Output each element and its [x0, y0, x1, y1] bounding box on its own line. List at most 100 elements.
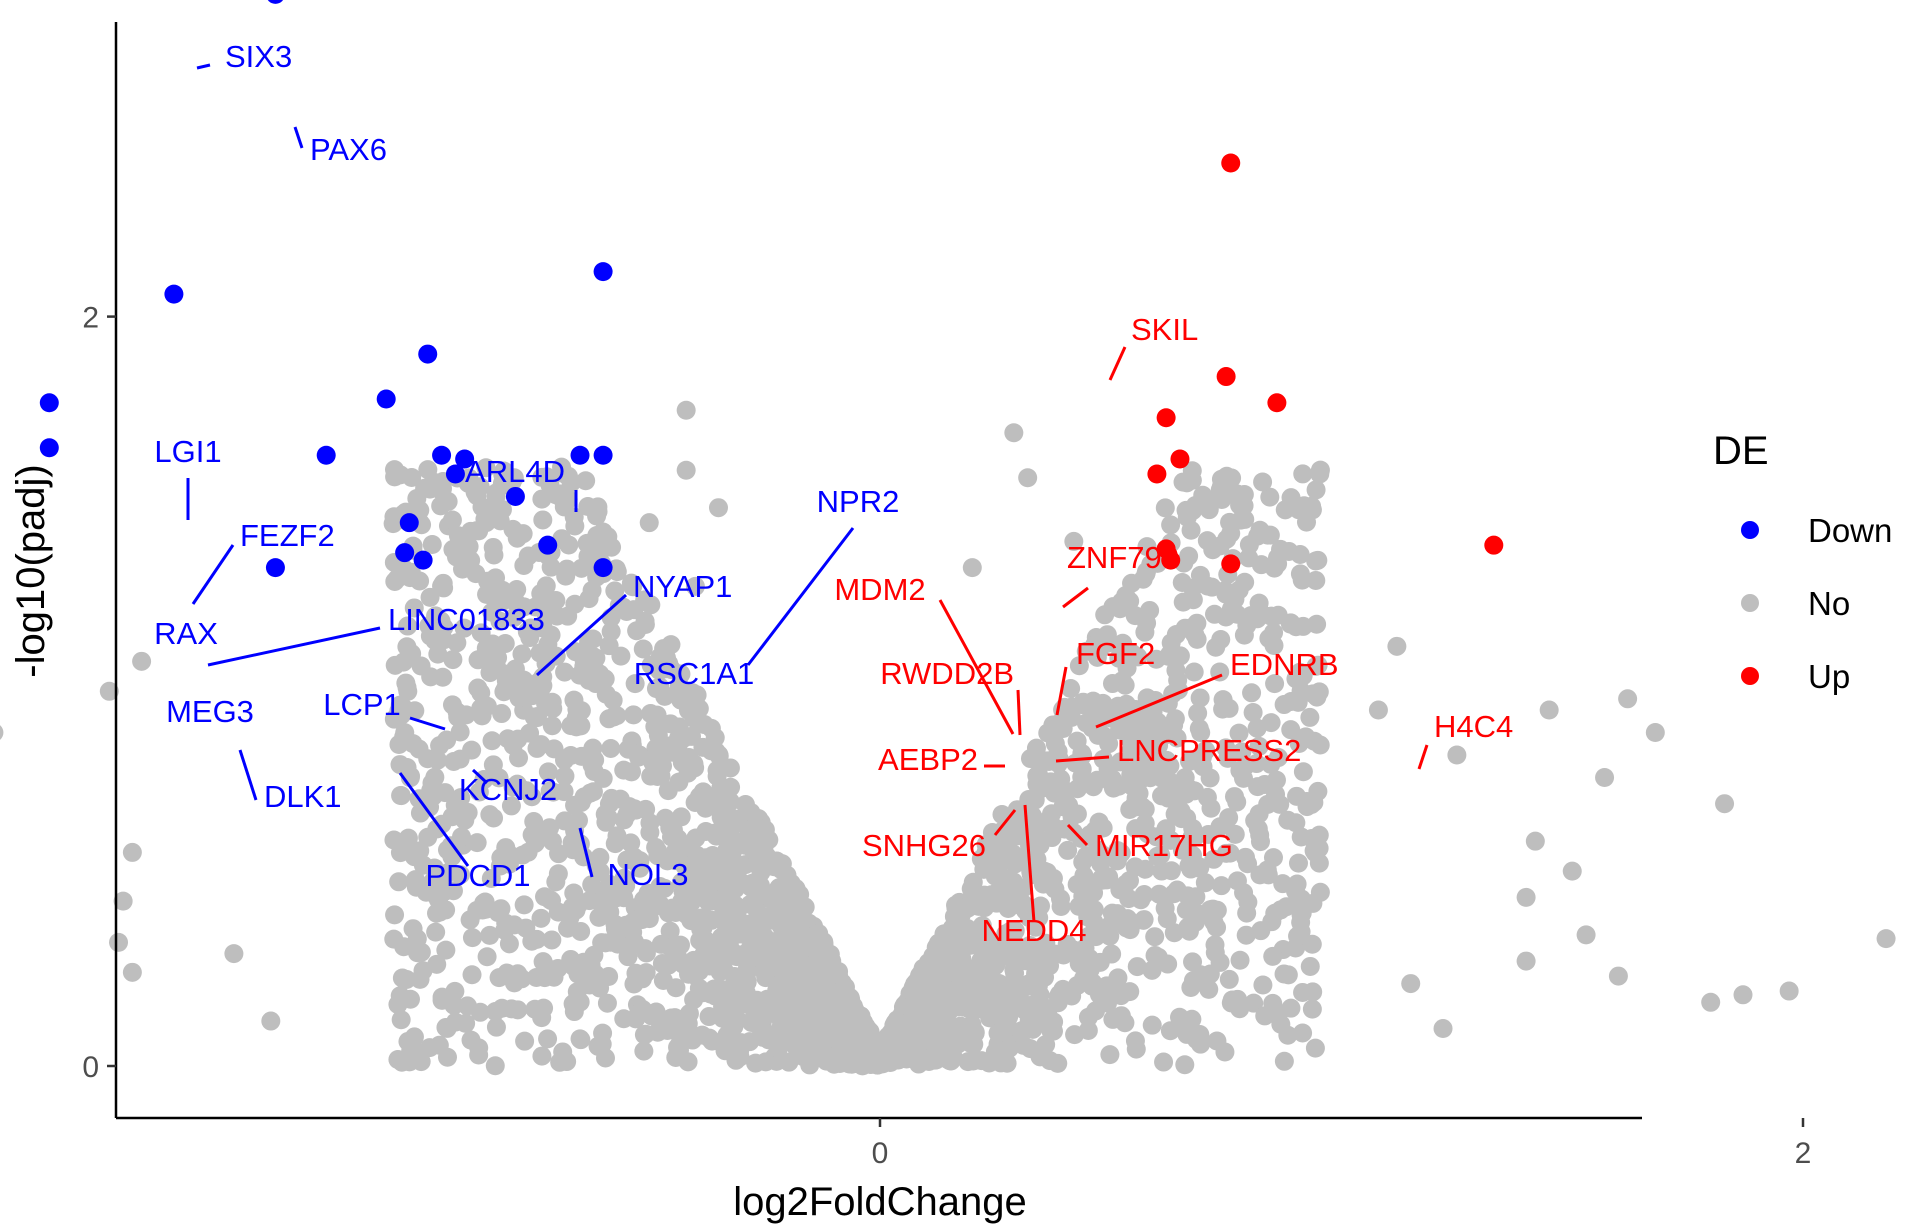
data-point-no	[598, 994, 617, 1013]
data-point-no	[468, 679, 487, 698]
data-point-no	[1153, 769, 1172, 788]
data-point-no	[1237, 904, 1256, 923]
data-point-no	[659, 781, 678, 800]
data-point-no	[391, 465, 410, 484]
data-point-no	[1780, 982, 1799, 1001]
data-point-no	[498, 729, 517, 748]
gene-label-six3: SIX3	[225, 39, 292, 74]
data-point-no	[1540, 701, 1559, 720]
data-point-no	[1306, 843, 1325, 862]
data-point-no	[123, 963, 142, 982]
data-point-no	[679, 1014, 698, 1033]
data-point-no	[1265, 559, 1284, 578]
data-point-no	[1156, 498, 1175, 517]
data-point-no	[1234, 883, 1253, 902]
data-point-no	[1103, 674, 1122, 693]
data-point-no	[1251, 832, 1270, 851]
data-point-no	[467, 486, 486, 505]
data-point-no	[619, 740, 638, 759]
data-point-no	[224, 944, 243, 963]
data-point-no	[1263, 947, 1282, 966]
gene-label-meg3: MEG3	[166, 694, 254, 729]
data-point-down	[432, 446, 451, 465]
data-point-no	[438, 840, 457, 859]
data-point-no	[1447, 745, 1466, 764]
data-point-down	[40, 393, 59, 412]
y-tick-label: 2	[82, 302, 99, 335]
data-point-no	[389, 872, 408, 891]
data-point-no	[519, 546, 538, 565]
data-point-no	[1018, 468, 1037, 487]
data-point-no	[730, 924, 749, 943]
data-point-up	[1221, 554, 1240, 573]
data-point-no	[1161, 515, 1180, 534]
data-point-no	[433, 668, 452, 687]
data-point-no	[1297, 513, 1316, 532]
data-point-no	[392, 1010, 411, 1029]
gene-label-mir17hg: MIR17HG	[1095, 828, 1233, 863]
gene-label-rax: RAX	[154, 616, 218, 651]
data-point-no	[1212, 876, 1231, 895]
gene-label-rwdd2b: RWDD2B	[880, 656, 1014, 691]
data-point-no	[1264, 848, 1283, 867]
gene-label-lncpress2: LNCPRESS2	[1117, 733, 1301, 768]
data-point-no	[443, 510, 462, 529]
data-point-no	[1135, 910, 1154, 929]
data-point-no	[688, 846, 707, 865]
data-point-no	[1301, 957, 1320, 976]
data-point-no	[461, 910, 480, 929]
data-point-no	[486, 1056, 505, 1075]
data-point-no	[392, 786, 411, 805]
data-point-no	[998, 982, 1017, 1001]
data-point-no	[1577, 925, 1596, 944]
data-point-no	[1245, 811, 1264, 830]
data-point-no	[1201, 799, 1220, 818]
data-point-no	[1091, 953, 1110, 972]
data-point-no	[1244, 703, 1263, 722]
data-point-no	[261, 1012, 280, 1031]
label-line-rwdd2b	[1018, 690, 1020, 735]
gene-label-ednrb: EDNRB	[1230, 647, 1339, 682]
data-point-no	[1167, 625, 1186, 644]
data-point-no	[509, 748, 528, 767]
data-point-no	[502, 999, 521, 1018]
data-point-no	[412, 1052, 431, 1071]
data-point-no	[1289, 854, 1308, 873]
data-point-no	[668, 829, 687, 848]
data-point-no	[1216, 585, 1235, 604]
data-point-no	[748, 827, 767, 846]
gene-label-fgf2: FGF2	[1076, 636, 1155, 671]
data-point-no	[532, 490, 551, 509]
data-point-no	[965, 985, 984, 1004]
data-point-no	[677, 461, 696, 480]
legend-key-no	[1741, 594, 1759, 612]
data-point-no	[1517, 888, 1536, 907]
data-point-no	[1618, 689, 1637, 708]
data-point-no	[388, 1050, 407, 1069]
data-point-no	[671, 936, 690, 955]
data-point-no	[1183, 952, 1202, 971]
data-point-no	[384, 930, 403, 949]
data-point-no	[1235, 510, 1254, 529]
data-point-no	[1262, 607, 1281, 626]
data-point-no	[428, 645, 447, 664]
data-point-no	[1016, 951, 1035, 970]
data-point-no	[1259, 865, 1278, 884]
data-point-no	[1044, 869, 1063, 888]
data-point-no	[490, 968, 509, 987]
data-point-no	[1055, 794, 1074, 813]
data-point-no	[463, 928, 482, 947]
data-point-no	[769, 1039, 788, 1058]
data-point-no	[583, 739, 602, 758]
gene-label-nedd4: NEDD4	[981, 913, 1086, 948]
gene-label-aebp2: AEBP2	[878, 742, 978, 777]
data-point-down	[414, 551, 433, 570]
data-point-no	[1253, 976, 1272, 995]
data-point-no	[1227, 793, 1246, 812]
data-point-no	[1158, 909, 1177, 928]
data-point-up	[1221, 153, 1240, 172]
data-point-no	[602, 789, 621, 808]
data-point-no	[788, 948, 807, 967]
data-point-no	[964, 873, 983, 892]
data-point-no	[439, 492, 458, 511]
